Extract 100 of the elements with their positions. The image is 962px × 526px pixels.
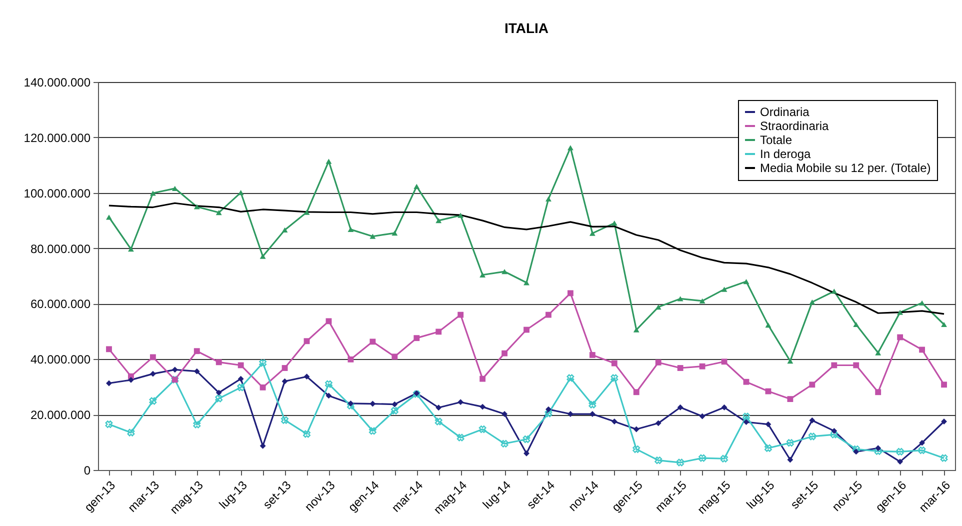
point — [941, 322, 947, 328]
point — [853, 448, 860, 455]
y-tick-label: 100.000.000 — [24, 186, 91, 200]
point — [676, 458, 684, 466]
point — [216, 359, 222, 366]
point — [809, 417, 816, 424]
point — [128, 376, 134, 383]
point — [919, 300, 925, 306]
point — [875, 350, 882, 356]
point — [897, 458, 904, 465]
point — [434, 418, 442, 426]
point — [633, 389, 640, 396]
point — [150, 190, 156, 196]
point — [875, 389, 882, 396]
point — [260, 254, 266, 259]
legend-label: Media Mobile su 12 per. (Totale) — [760, 161, 931, 175]
point — [677, 365, 684, 371]
point — [348, 400, 354, 406]
point — [106, 346, 112, 352]
point — [743, 278, 750, 284]
point — [106, 214, 112, 220]
point — [786, 439, 794, 447]
point — [150, 370, 156, 377]
point — [500, 440, 508, 448]
point — [655, 304, 662, 310]
point — [699, 363, 706, 370]
point — [282, 227, 288, 233]
point — [326, 318, 332, 324]
point — [919, 346, 925, 353]
point — [522, 436, 530, 443]
point — [632, 445, 640, 453]
point — [743, 378, 750, 385]
point — [721, 286, 728, 292]
point — [940, 454, 948, 462]
point — [260, 384, 266, 390]
point — [326, 158, 332, 164]
point — [853, 322, 860, 328]
point — [720, 454, 728, 462]
point — [480, 376, 486, 382]
point — [941, 382, 947, 388]
point — [699, 298, 706, 304]
point — [456, 434, 464, 442]
point — [588, 400, 596, 408]
point — [524, 280, 530, 286]
point — [106, 380, 112, 386]
point — [502, 350, 508, 356]
point — [127, 428, 135, 436]
point — [480, 404, 486, 410]
point — [546, 196, 552, 202]
point — [390, 406, 398, 414]
point — [765, 421, 772, 428]
y-tick-label: 60.000.000 — [30, 297, 91, 312]
point — [458, 399, 464, 406]
point — [346, 402, 354, 410]
point — [919, 440, 925, 446]
point — [216, 210, 222, 216]
y-tick-label: 140.000.000 — [24, 76, 91, 90]
point — [654, 456, 662, 464]
point — [193, 420, 201, 428]
point — [830, 430, 838, 438]
legend-label: Straordinaria — [760, 119, 830, 133]
point — [852, 445, 860, 453]
y-tick-label: 0 — [84, 464, 91, 478]
point — [896, 448, 904, 456]
y-tick-label: 80.000.000 — [30, 242, 91, 256]
point — [611, 418, 618, 424]
point — [348, 356, 354, 362]
point — [918, 446, 926, 454]
point — [787, 396, 794, 402]
point — [304, 374, 310, 380]
point — [282, 365, 288, 371]
point — [809, 382, 816, 388]
point — [721, 404, 728, 410]
point — [743, 419, 750, 426]
point — [414, 184, 420, 190]
point — [764, 444, 772, 452]
point — [368, 427, 376, 435]
point — [897, 334, 904, 340]
point — [480, 272, 486, 278]
legend-label: Ordinaria — [760, 105, 810, 119]
point — [436, 404, 442, 411]
point — [304, 338, 310, 344]
point — [194, 348, 200, 354]
chart-title: ITALIA — [504, 20, 549, 36]
point — [194, 368, 200, 374]
point — [611, 220, 618, 226]
point — [325, 380, 332, 388]
y-tick-label: 120.000.000 — [24, 130, 91, 145]
point — [699, 413, 706, 420]
point — [326, 392, 332, 399]
point — [216, 390, 222, 396]
point — [546, 406, 552, 412]
point — [742, 412, 750, 420]
point — [502, 269, 508, 274]
point — [633, 426, 640, 432]
point — [524, 326, 530, 333]
point — [370, 234, 376, 239]
point — [458, 312, 464, 318]
point — [611, 360, 618, 366]
point — [655, 420, 662, 426]
